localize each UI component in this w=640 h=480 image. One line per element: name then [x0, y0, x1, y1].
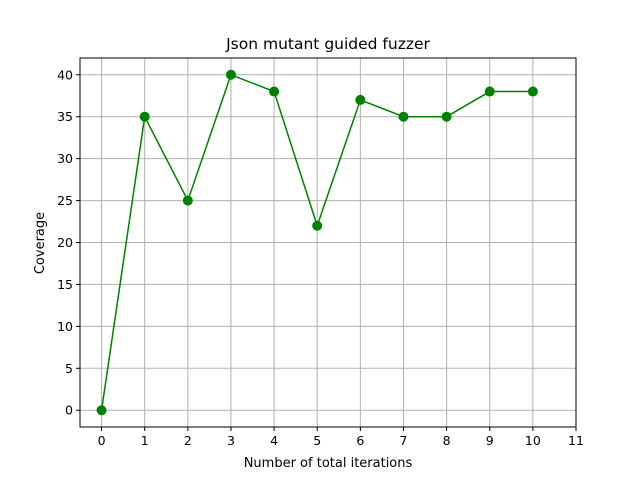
x-tick-label: 5 — [313, 433, 321, 448]
data-point — [441, 111, 452, 122]
data-point — [355, 94, 366, 105]
y-tick-label: 35 — [57, 109, 73, 124]
x-tick-label: 10 — [525, 433, 541, 448]
data-point — [269, 86, 280, 97]
y-tick-label: 20 — [57, 235, 73, 250]
x-tick-label: 6 — [356, 433, 364, 448]
y-tick-label: 25 — [57, 193, 73, 208]
x-tick-label: 11 — [568, 433, 584, 448]
x-tick-label: 3 — [227, 433, 235, 448]
plot-area-frame — [79, 57, 577, 428]
x-tick-label: 1 — [141, 433, 149, 448]
x-tick-label: 8 — [443, 433, 451, 448]
x-tick-label: 0 — [98, 433, 106, 448]
x-tick-label: 2 — [184, 433, 192, 448]
data-point — [312, 220, 323, 231]
y-tick-label: 0 — [65, 403, 73, 418]
data-point — [398, 111, 409, 122]
y-tick-label: 15 — [57, 277, 73, 292]
y-tick-label: 40 — [57, 67, 73, 82]
data-point — [182, 195, 193, 206]
chart-title: Json mutant guided fuzzer — [225, 35, 430, 53]
series-layer — [96, 69, 538, 416]
y-axis-ticks: 0 5 10 15 20 25 30 35 40 — [57, 67, 80, 418]
data-point — [96, 405, 107, 416]
y-axis-title: Coverage — [33, 212, 48, 274]
y-tick-label: 5 — [65, 361, 73, 376]
data-point — [139, 111, 150, 122]
x-tick-label: 9 — [486, 433, 494, 448]
x-tick-label: 7 — [400, 433, 408, 448]
y-tick-label: 30 — [57, 151, 73, 166]
data-point — [527, 86, 538, 97]
x-tick-label: 4 — [270, 433, 278, 448]
y-tick-label: 10 — [57, 319, 73, 334]
data-point — [225, 69, 236, 80]
data-point — [484, 86, 495, 97]
x-axis-title: Number of total iterations — [244, 456, 413, 471]
x-axis-ticks: 0 1 2 3 4 5 6 7 8 9 10 11 — [98, 427, 584, 448]
